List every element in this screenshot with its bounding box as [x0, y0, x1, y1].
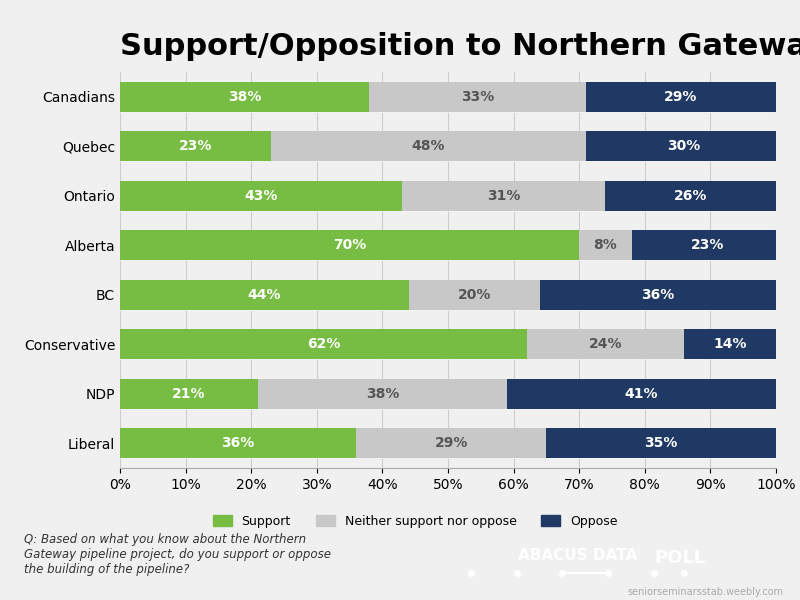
Text: 14%: 14% — [714, 337, 747, 351]
Bar — [120, 230, 776, 260]
Legend: Support, Neither support nor oppose, Oppose: Support, Neither support nor oppose, Opp… — [208, 510, 622, 533]
Bar — [579, 230, 632, 260]
Bar — [120, 82, 776, 112]
Text: 62%: 62% — [306, 337, 340, 351]
Text: 41%: 41% — [625, 387, 658, 401]
Bar — [258, 379, 507, 409]
Bar — [120, 131, 776, 161]
Text: 36%: 36% — [642, 288, 674, 302]
Text: 70%: 70% — [333, 238, 366, 252]
Text: 21%: 21% — [172, 387, 206, 401]
Bar — [120, 82, 370, 112]
Text: 31%: 31% — [487, 189, 521, 203]
Bar — [684, 329, 776, 359]
Bar — [120, 428, 356, 458]
Bar — [120, 131, 271, 161]
Text: 35%: 35% — [645, 436, 678, 450]
Bar — [120, 379, 776, 409]
Bar — [271, 131, 586, 161]
Text: 23%: 23% — [178, 139, 212, 153]
Text: 36%: 36% — [222, 436, 254, 450]
Bar — [526, 329, 684, 359]
Text: 30%: 30% — [667, 139, 701, 153]
Text: ABACUS DATA: ABACUS DATA — [518, 547, 638, 563]
Bar — [120, 329, 526, 359]
Bar — [120, 280, 409, 310]
Bar — [402, 181, 606, 211]
Bar — [586, 82, 776, 112]
Bar — [546, 428, 776, 458]
Text: 20%: 20% — [458, 288, 491, 302]
Text: 8%: 8% — [594, 238, 618, 252]
Bar — [120, 280, 776, 310]
Text: 24%: 24% — [589, 337, 622, 351]
Text: 38%: 38% — [228, 90, 262, 104]
Text: 43%: 43% — [244, 189, 278, 203]
Text: 23%: 23% — [690, 238, 724, 252]
Text: 33%: 33% — [461, 90, 494, 104]
Text: Support/Opposition to Northern Gateway Pipeline: Support/Opposition to Northern Gateway P… — [120, 32, 800, 61]
Bar — [586, 131, 782, 161]
Bar — [540, 280, 776, 310]
Bar — [356, 428, 546, 458]
Text: 29%: 29% — [664, 90, 698, 104]
Bar — [606, 181, 776, 211]
Bar — [370, 82, 586, 112]
Text: Q: Based on what you know about the Northern
Gateway pipeline project, do you su: Q: Based on what you know about the Nort… — [24, 533, 331, 576]
Text: 29%: 29% — [434, 436, 468, 450]
Text: 44%: 44% — [247, 288, 281, 302]
Bar — [120, 181, 776, 211]
Text: 26%: 26% — [674, 189, 707, 203]
Bar — [409, 280, 540, 310]
Bar — [120, 181, 402, 211]
Bar — [120, 329, 776, 359]
Text: seniorseminarsstab.weebly.com: seniorseminarsstab.weebly.com — [628, 587, 784, 597]
Bar — [120, 428, 776, 458]
Bar — [507, 379, 776, 409]
Text: 48%: 48% — [411, 139, 445, 153]
Bar — [120, 379, 258, 409]
Bar — [120, 230, 579, 260]
Text: POLL: POLL — [654, 549, 706, 567]
Text: 38%: 38% — [366, 387, 399, 401]
Bar — [632, 230, 782, 260]
